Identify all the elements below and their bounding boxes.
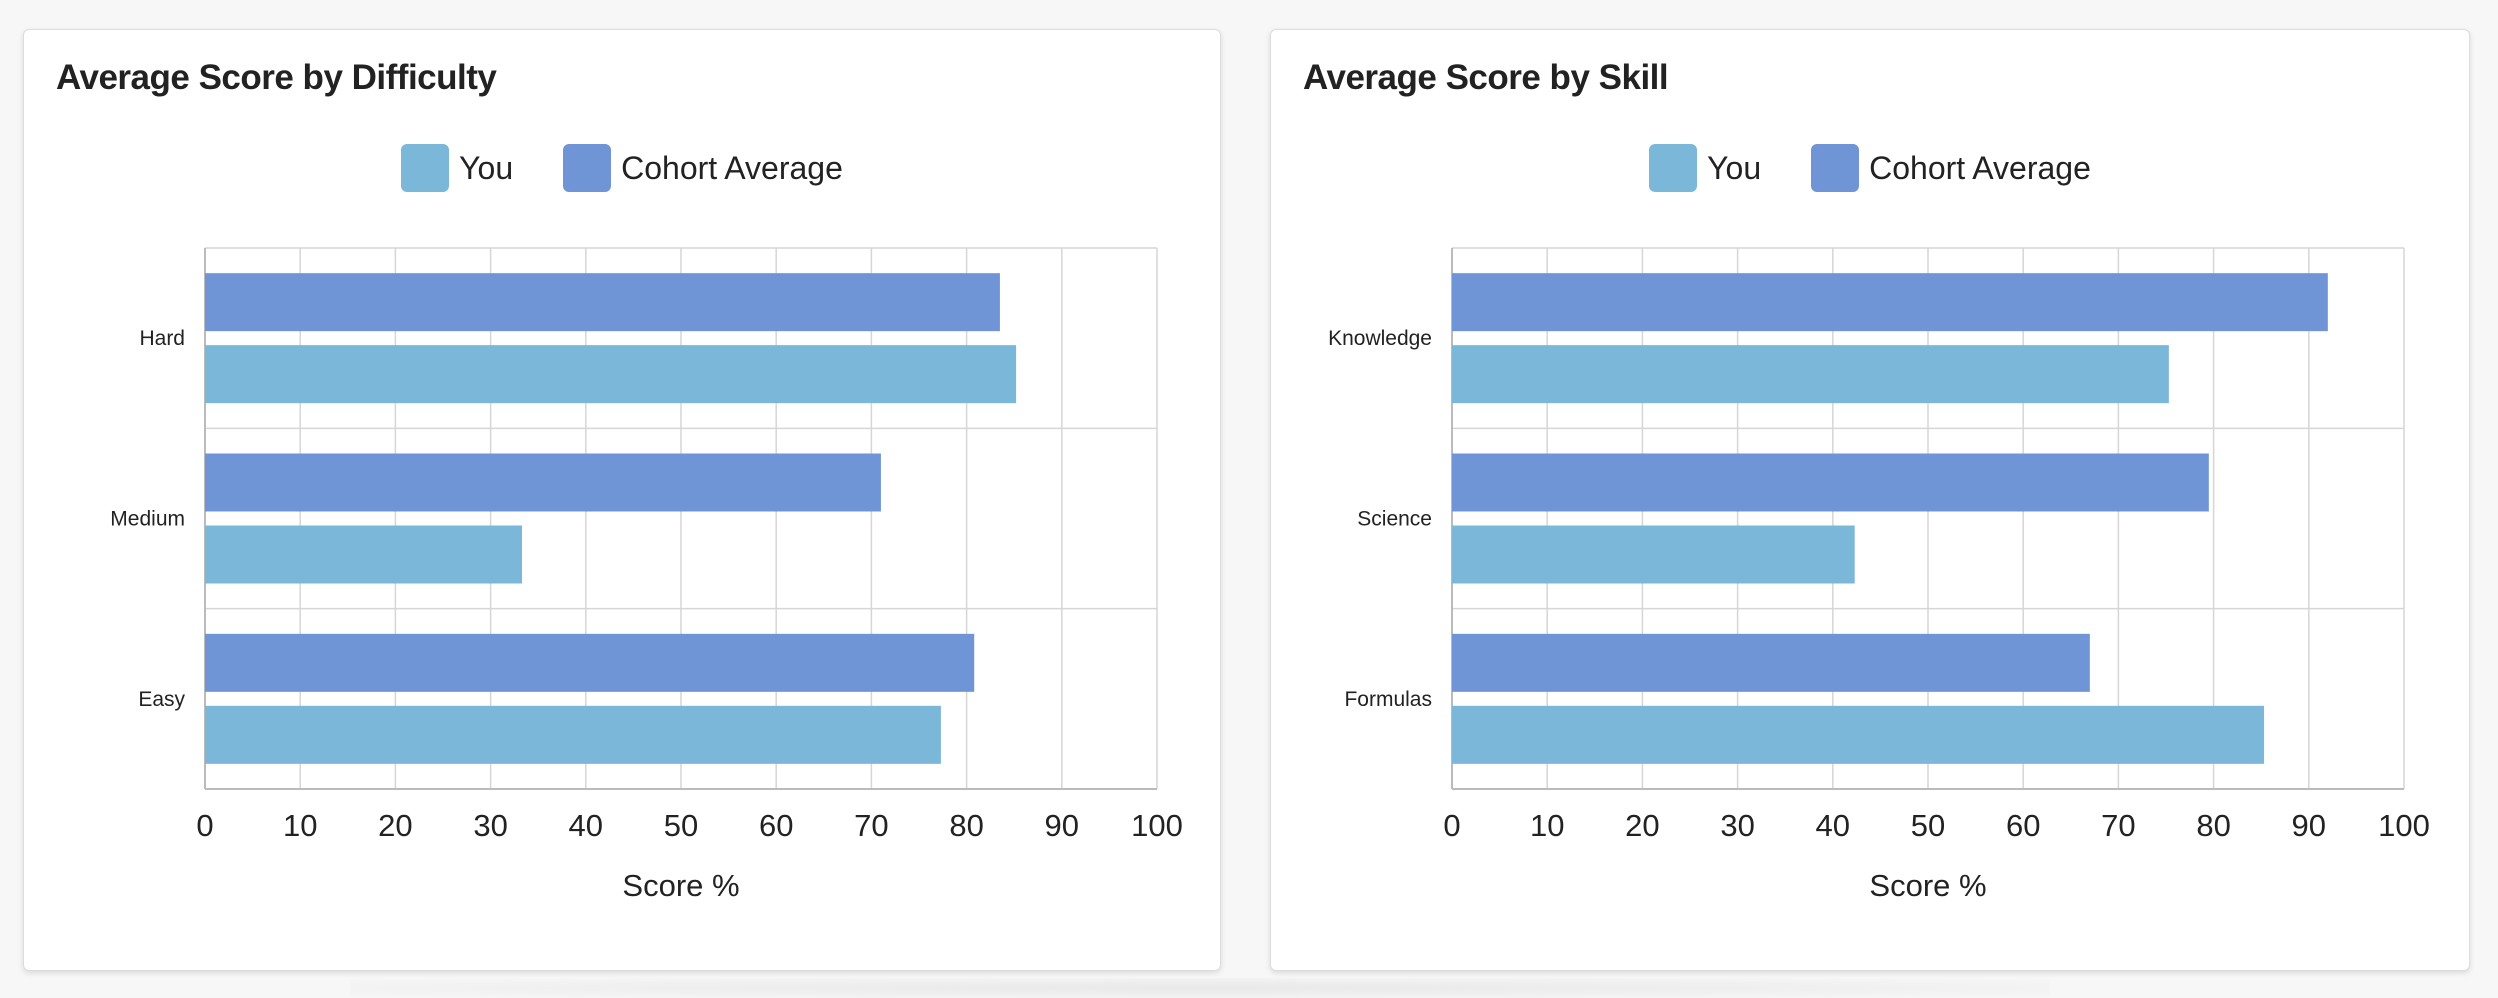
x-tick-label: 70 [854,808,888,843]
x-tick-label: 60 [2006,808,2040,843]
legend-item-cohort-average[interactable]: Cohort Average [1811,144,2091,192]
x-tick-label: 0 [196,808,213,843]
chart-title: Average Score by Difficulty [56,58,497,97]
difficulty-bar-chart: Hard Medium Easy 0 10 20 30 40 50 60 70 80 90 100 Scor… [110,247,1183,903]
x-tick-label: 10 [1530,808,1564,843]
x-tick-label: 30 [473,808,507,843]
legend-label-cohort-average: Cohort Average [621,149,843,186]
x-tick-label: 30 [1720,808,1754,843]
bar-you-knowledge [1452,345,2169,404]
legend-swatch-cohort-average [1811,144,1860,192]
legend-item-cohort-average[interactable]: Cohort Average [563,144,843,192]
y-tick-label-medium: Medium [110,508,185,531]
bar-you-easy [205,705,941,764]
chart-title: Average Score by Skill [1303,58,1669,97]
legend-swatch-you [401,144,450,192]
bar-you-medium [205,525,523,584]
chart-legend: You Cohort Average [1271,144,2469,192]
legend-item-you[interactable]: You [401,144,513,192]
legend-swatch-cohort-average [563,144,612,192]
x-tick-label: 100 [2378,808,2430,843]
x-tick-label: 40 [1816,808,1850,843]
x-tick-label: 90 [2292,808,2326,843]
x-axis-title: Score % [1869,868,1986,903]
y-tick-label-hard: Hard [139,327,185,350]
x-tick-label: 100 [1131,808,1183,843]
bar-cohort-average-easy [205,633,975,692]
x-tick-label: 80 [949,808,983,843]
x-tick-label: 90 [1045,808,1079,843]
y-tick-label-knowledge: Knowledge [1328,327,1432,350]
x-tick-label: 0 [1443,808,1460,843]
bar-cohort-average-medium [205,453,881,512]
bar-cohort-average-formulas [1452,633,2090,692]
x-tick-label: 20 [1625,808,1659,843]
x-tick-label: 50 [1911,808,1945,843]
x-tick-label: 10 [283,808,317,843]
legend-label-cohort-average: Cohort Average [1869,149,2091,186]
y-tick-label-formulas: Formulas [1344,688,1432,711]
x-axis-title: Score % [622,868,739,903]
skill-bar-chart: Knowledge Science Formulas 0 10 20 30 40 50 60 70 8… [1328,247,2430,903]
legend-swatch-you [1649,144,1698,192]
legend-label-you: You [1707,149,1762,186]
difficulty-chart-card: Average Score by Difficulty You Cohort A… [23,29,1221,971]
bar-cohort-average-hard [205,273,1000,332]
x-tick-label: 20 [378,808,412,843]
legend-item-you[interactable]: You [1649,144,1761,192]
x-tick-label: 80 [2196,808,2230,843]
page-bottom-shadow [350,978,2050,998]
x-tick-label: 40 [569,808,603,843]
x-tick-label: 60 [759,808,793,843]
chart-legend: You Cohort Average [24,144,1220,192]
x-tick-label: 50 [664,808,698,843]
bar-you-science [1452,525,1855,584]
x-tick-label: 70 [2101,808,2135,843]
bar-cohort-average-science [1452,453,2209,512]
y-tick-label-science: Science [1357,508,1432,531]
skill-chart-card: Average Score by Skill You Cohort Averag… [1270,29,2470,971]
bar-you-hard [205,345,1017,404]
bar-you-formulas [1452,705,2265,764]
bar-cohort-average-knowledge [1452,273,2328,332]
legend-label-you: You [459,149,514,186]
y-tick-label-easy: Easy [138,688,185,711]
